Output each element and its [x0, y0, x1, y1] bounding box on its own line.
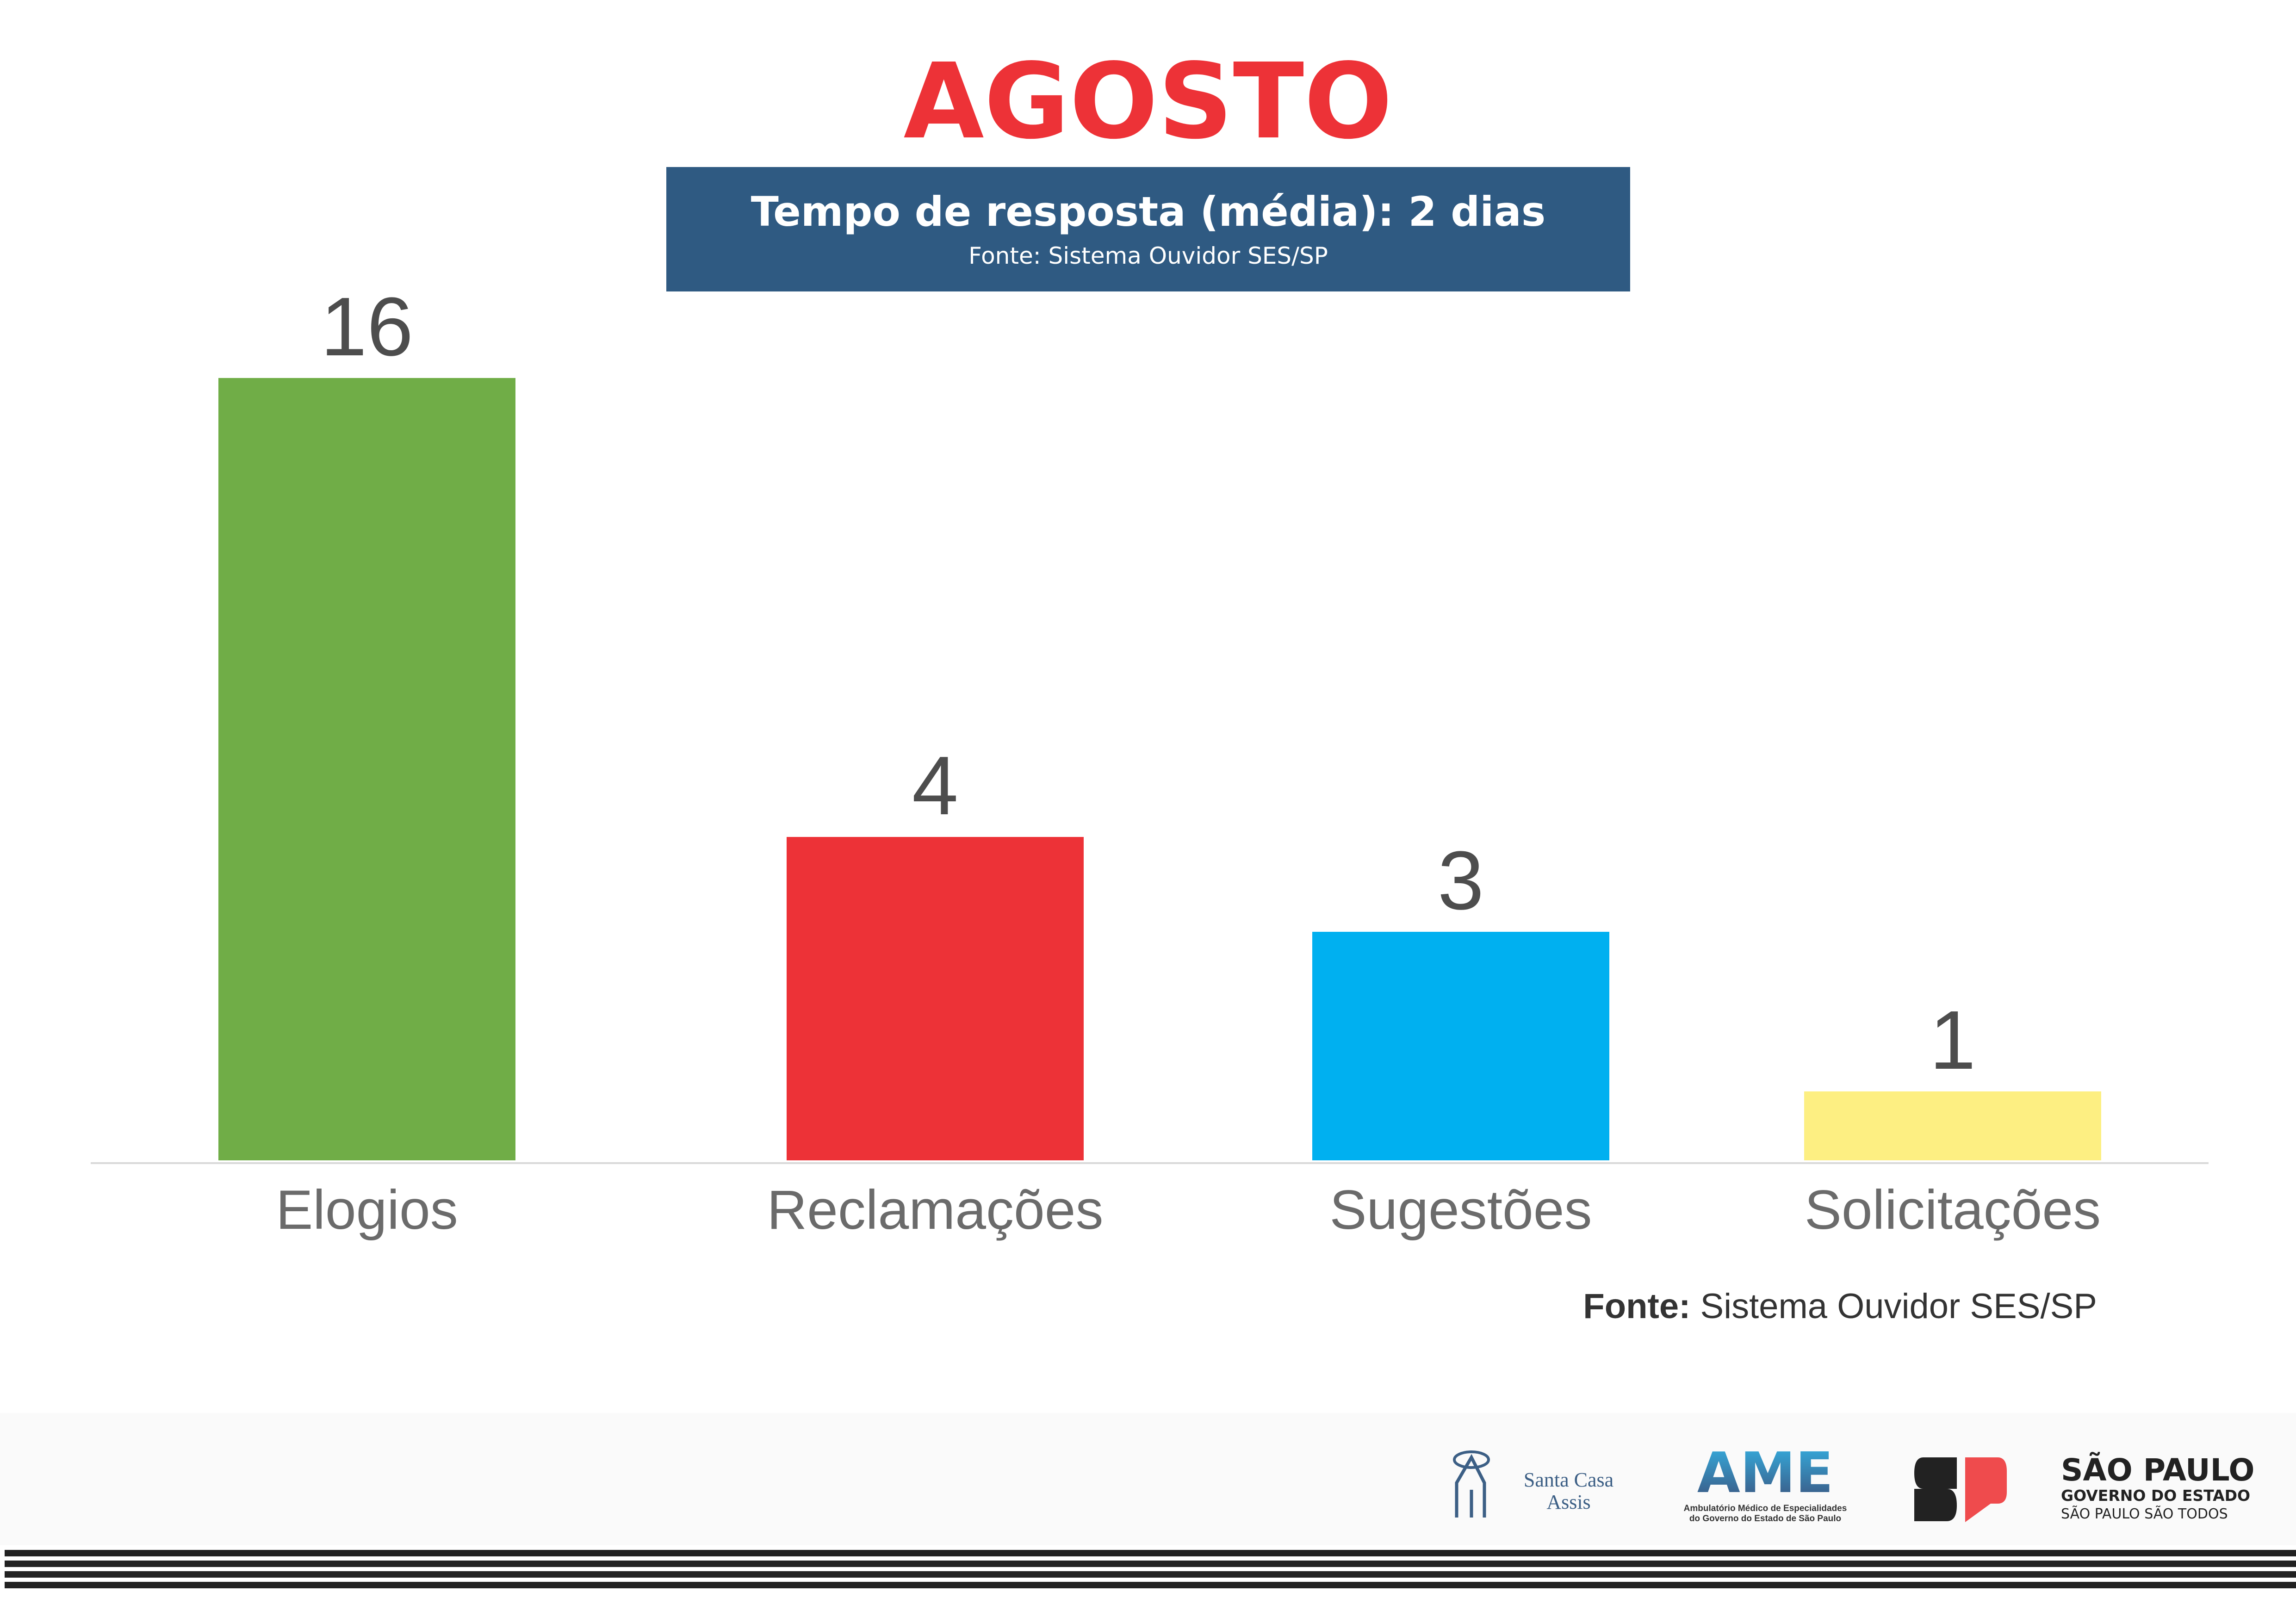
ame-name: AME: [1675, 1446, 1855, 1501]
bar-sugestões: [1312, 932, 1609, 1160]
bar-solicitações: [1804, 1091, 2101, 1160]
footer-stripe: [5, 1561, 2296, 1567]
footer-stripe: [5, 1550, 2296, 1556]
sp-symbol-icon: [1914, 1457, 2007, 1522]
category-label: Sugestões: [1329, 1179, 1592, 1241]
bar-elogios: [218, 378, 515, 1160]
footer-band: [0, 1413, 2296, 1545]
ame-line1: Ambulatório Médico de Especialidades: [1683, 1504, 1847, 1513]
sp-line3: SÃO PAULO SÃO TODOS: [2061, 1506, 2228, 1522]
value-label: 16: [320, 280, 414, 373]
value-label: 1: [1929, 994, 1976, 1087]
source-label: Fonte:: [1583, 1287, 1691, 1326]
x-axis-line: [91, 1162, 2209, 1164]
santa-casa-line2: Assis: [1546, 1491, 1591, 1513]
category-label: Reclamações: [767, 1179, 1104, 1241]
category-label: Elogios: [276, 1179, 458, 1241]
footer-stripe: [5, 1582, 2296, 1588]
ame-logo: AME Ambulatório Médico de Especialidades…: [1675, 1446, 1855, 1527]
santa-casa-line1: Santa Casa: [1523, 1468, 1614, 1491]
ame-line2: do Governo do Estado de São Paulo: [1689, 1514, 1842, 1524]
sao-paulo-government-logo: SÃO PAULO GOVERNO DO ESTADO SÃO PAULO SÃ…: [1914, 1452, 2257, 1526]
santa-casa-logo: Santa Casa Assis: [1453, 1450, 1620, 1520]
sp-line1: SÃO PAULO: [2061, 1452, 2255, 1488]
category-label: Solicitações: [1804, 1179, 2101, 1241]
info-source-text: Fonte: Sistema Ouvidor SES/SP: [968, 242, 1328, 269]
church-icon: [1453, 1450, 1490, 1518]
sp-line2: GOVERNO DO ESTADO: [2061, 1487, 2251, 1505]
source-value: Sistema Ouvidor SES/SP: [1690, 1287, 2097, 1326]
footer-stripe: [5, 1571, 2296, 1578]
response-time-text: Tempo de resposta (média): 2 dias: [751, 188, 1546, 235]
value-label: 4: [912, 739, 959, 832]
page-title: AGOSTO: [903, 41, 1393, 162]
source-note: Fonte: Sistema Ouvidor SES/SP: [1583, 1286, 2097, 1326]
value-label: 3: [1437, 834, 1484, 927]
response-time-box: Tempo de resposta (média): 2 dias Fonte:…: [666, 167, 1630, 291]
bar-reclamações: [787, 837, 1084, 1160]
